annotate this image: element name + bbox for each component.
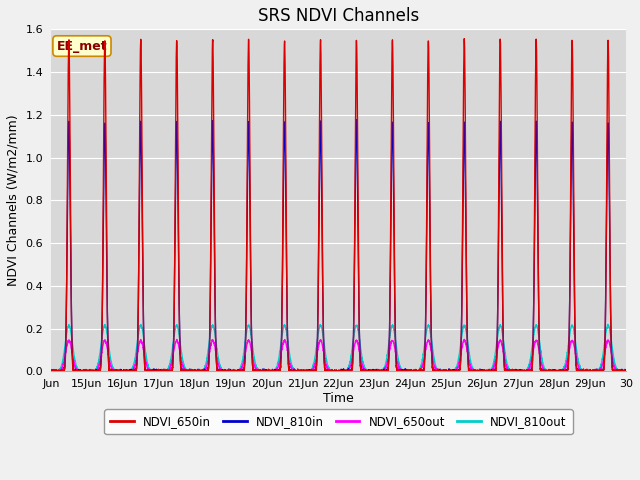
NDVI_810in (353, 117, 360, 123)
Text: EE_met: EE_met (57, 39, 108, 52)
Title: SRS NDVI Channels: SRS NDVI Channels (258, 7, 419, 25)
NDVI_810out (604, 322, 611, 327)
NDVI_650in (486, 369, 493, 374)
NDVI_810out (47, 369, 55, 374)
NDVI_810out (398, 367, 406, 372)
NDVI_650in (67, 273, 75, 278)
NDVI_810in (317, 160, 325, 166)
NDVI_810out (268, 369, 276, 374)
X-axis label: Time: Time (323, 392, 354, 405)
NDVI_650out (486, 368, 493, 374)
Legend: NDVI_650in, NDVI_810in, NDVI_650out, NDVI_810out: NDVI_650in, NDVI_810in, NDVI_650out, NDV… (104, 409, 573, 434)
NDVI_810in (486, 369, 493, 374)
NDVI_650in (382, 368, 390, 374)
NDVI_810out (47, 369, 55, 374)
NDVI_650out (382, 364, 390, 370)
NDVI_650out (461, 336, 468, 342)
NDVI_810out (382, 359, 390, 364)
NDVI_650out (47, 368, 55, 374)
NDVI_650out (317, 338, 325, 344)
NDVI_650in (622, 369, 630, 374)
NDVI_650in (47, 369, 55, 374)
NDVI_650out (47, 369, 55, 374)
Y-axis label: NDVI Channels (W/m2/mm): NDVI Channels (W/m2/mm) (7, 115, 20, 286)
NDVI_650out (268, 369, 276, 374)
NDVI_650in (317, 102, 325, 108)
NDVI_810in (47, 368, 55, 374)
Line: NDVI_650out: NDVI_650out (51, 339, 626, 372)
NDVI_810in (47, 369, 55, 374)
NDVI_650out (622, 368, 630, 374)
NDVI_650in (268, 369, 276, 374)
NDVI_810out (67, 330, 75, 336)
NDVI_810out (486, 369, 493, 374)
NDVI_810in (268, 369, 276, 374)
Line: NDVI_650in: NDVI_650in (51, 39, 626, 372)
NDVI_650out (398, 368, 406, 374)
Line: NDVI_810out: NDVI_810out (51, 324, 626, 372)
NDVI_650out (67, 344, 75, 350)
NDVI_650in (398, 369, 406, 374)
NDVI_810in (622, 368, 630, 374)
Line: NDVI_810in: NDVI_810in (51, 120, 626, 372)
NDVI_810out (622, 369, 630, 374)
NDVI_810in (398, 369, 406, 374)
NDVI_650in (47, 367, 55, 373)
NDVI_810in (67, 279, 75, 285)
NDVI_810out (317, 324, 325, 330)
NDVI_650in (460, 36, 468, 42)
NDVI_810in (382, 369, 390, 374)
